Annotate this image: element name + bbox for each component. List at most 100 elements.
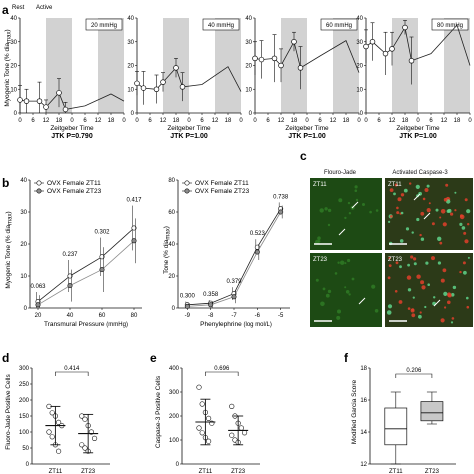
p-value-label: 0.300: [180, 294, 196, 300]
panel-b-right-xlabel: Phenylephrine (log mol/L): [200, 321, 272, 328]
pressure-label: 40 mmHg: [208, 23, 234, 29]
data-point: [363, 43, 369, 50]
cell-dot: [413, 262, 417, 266]
cell-dot: [467, 223, 470, 226]
x-tick-label: 18: [56, 118, 63, 124]
y-tick-label: 40: [245, 16, 252, 22]
cell-dot: [351, 277, 355, 281]
fluoro-jade-title: Flouro-Jade: [324, 170, 357, 176]
cell-dot: [463, 270, 467, 275]
cell-dot: [439, 241, 443, 245]
data-point: [252, 55, 258, 62]
y-tick-label: 0: [172, 306, 176, 312]
panel-a-label: a: [2, 3, 9, 17]
arrow-icon: [358, 297, 366, 305]
series-line: [37, 227, 135, 302]
panel-b-label: b: [2, 176, 9, 190]
x-axis-label: Zeitgeber Time: [396, 125, 440, 132]
cell-dot: [371, 284, 376, 289]
cell-dot: [427, 283, 431, 287]
y-tick-label: 30: [245, 40, 252, 46]
panel-e-label: e: [150, 351, 157, 365]
cell-dot: [467, 256, 470, 259]
y-tick-label: 60: [168, 210, 175, 216]
cell-dot: [395, 261, 399, 265]
x-tick-label: ZT23: [81, 469, 96, 474]
y-tick-label: 100: [19, 430, 30, 436]
cell-dot: [421, 285, 426, 290]
cell-dot: [386, 310, 392, 315]
zt-chart-1: 0 10 20 30 40 0 6 12 18 0 6 12 18 0 20 mmHg Zeitgeber T…: [10, 16, 126, 140]
x-tick-label: 6: [318, 118, 322, 124]
jtk-label: JTK P=1.00: [399, 133, 437, 140]
cell-dot: [451, 317, 455, 320]
y-tick-label: 30: [356, 40, 363, 46]
data-point: [17, 97, 23, 103]
x-tick-label: ZT11: [199, 469, 213, 474]
cell-dot: [443, 291, 448, 296]
cell-dot: [464, 239, 469, 244]
data-point: [278, 209, 284, 215]
active-label: Active: [36, 5, 53, 11]
series-line: [187, 208, 282, 306]
cell-dot: [334, 272, 338, 275]
pressure-label: 60 mmHg: [326, 23, 352, 29]
panel-b-left-chart: 0 10 20 30 40 20 40 60 80 0.063 0.237 0.302 0.417 OVX…: [20, 178, 142, 319]
pressure-box: [431, 18, 469, 31]
p-value-label: 0.206: [406, 368, 422, 374]
cell-dot: [403, 188, 408, 193]
y-tick-label: 400: [169, 366, 180, 372]
y-tick-label: 0: [176, 462, 180, 468]
pressure-label: 20 mmHg: [91, 23, 117, 29]
x-tick-label: 0: [364, 118, 368, 124]
y-tick-label: 30: [20, 210, 27, 216]
data-point: [55, 419, 62, 426]
x-tick-label: 0: [468, 118, 472, 124]
cell-dot: [374, 309, 379, 313]
data-point: [134, 80, 140, 87]
cell-dot: [394, 183, 398, 187]
pressure-label: 80 mmHg: [437, 23, 463, 29]
y-tick-label: 100: [169, 438, 180, 444]
data-point: [131, 225, 137, 231]
y-tick-label: 20: [10, 64, 17, 70]
x-tick-label: 0: [357, 118, 361, 124]
data-point: [153, 86, 160, 92]
x-tick-label: -9: [185, 313, 191, 319]
data-point: [99, 254, 105, 260]
cell-dot: [446, 209, 450, 213]
cell-dot: [420, 237, 425, 241]
data-point: [99, 267, 105, 273]
dark-phase-shade: [215, 18, 241, 113]
x-tick-label: 18: [173, 118, 180, 124]
cell-dot: [345, 290, 350, 294]
data-point: [278, 62, 284, 69]
data-point: [82, 445, 88, 451]
box: [420, 401, 444, 422]
panel-c-label: c: [300, 149, 307, 163]
panel-d-ylabel: Fluoro-Jade Positive Cells: [5, 374, 12, 450]
y-tick-label: 150: [19, 414, 30, 420]
cell-dot: [406, 275, 412, 280]
dark-phase-shade: [444, 18, 470, 113]
y-tick-label: 0: [26, 462, 30, 468]
data-point: [67, 283, 73, 289]
y-tick-label: 0: [14, 111, 18, 117]
y-tick-label: 18: [360, 366, 367, 372]
micrograph-caspase-zt23: [385, 253, 473, 327]
panel-f: f Modified Garcia Score 12 14 16 18 ZT11 ZT23…: [344, 351, 456, 474]
x-tick-label: 0: [253, 118, 257, 124]
data-point: [199, 430, 205, 436]
legend-label: OVX Female ZT23: [195, 188, 250, 195]
x-tick-label: 12: [212, 118, 219, 124]
cell-dot: [435, 208, 439, 212]
panel-f-label: f: [344, 351, 349, 365]
cell-dot: [466, 305, 470, 309]
cell-dot: [320, 301, 325, 307]
legend-label: OVX Female ZT23: [47, 188, 102, 195]
cell-dot: [340, 260, 345, 265]
arrow-icon: [338, 228, 346, 236]
data-point: [369, 38, 376, 45]
cell-dot: [445, 183, 449, 187]
